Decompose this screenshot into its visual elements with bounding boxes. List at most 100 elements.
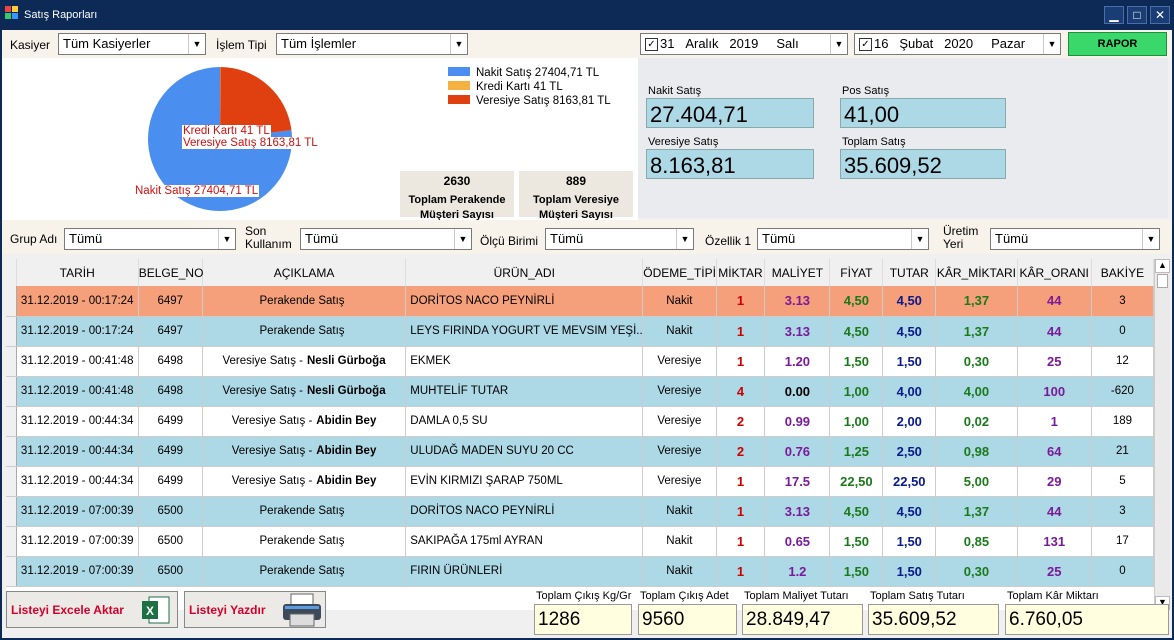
cell-mali-yet[interactable]: 17.5 [764,466,831,497]
excel-export-button[interactable]: Listeyi Excele Aktar X [6,591,178,628]
column-header[interactable]: ÜRÜN_ADI [405,259,644,286]
cell-tari-h[interactable]: 31.12.2019 - 07:00:39 [16,496,139,527]
table-row[interactable]: 31.12.2019 - 00:17:24 6497 Perakende Satış… [6,286,1154,317]
cell--r-n-adi[interactable]: EVİN KIRMIZI ŞARAP 750ML [405,466,644,497]
column-header[interactable]: AÇIKLAMA [202,259,407,286]
cell-belge-no[interactable]: 6499 [138,466,203,497]
row-header[interactable] [6,556,17,587]
cell-aciklama[interactable]: Perakende Satış [202,526,407,557]
cell-aciklama[interactable]: Veresiye Satış - Nesli Gürboğa [202,346,407,377]
row-header[interactable] [6,376,17,407]
cell-mali-yet[interactable]: 1.20 [764,346,831,377]
cell-belge-no[interactable]: 6498 [138,376,203,407]
row-header[interactable] [6,496,17,527]
cell-k-r-orani[interactable]: 44 [1017,496,1092,527]
cell-k-r-mi-ktari[interactable]: 0,98 [935,436,1018,467]
cell-tari-h[interactable]: 31.12.2019 - 00:17:24 [16,286,139,317]
cell-k-r-mi-ktari[interactable]: 1,37 [935,316,1018,347]
cell-tari-h[interactable]: 31.12.2019 - 07:00:39 [16,526,139,557]
cell--r-n-adi[interactable]: FIRIN ÜRÜNLERİ [405,556,644,587]
cell-fi-yat[interactable]: 1,00 [829,406,884,437]
cell-mali-yet[interactable]: 3.13 [764,316,831,347]
cell-mali-yet[interactable]: 0.65 [764,526,831,557]
cell--deme-ti-pi-[interactable]: Nakit [642,556,717,587]
row-header[interactable] [6,346,17,377]
cell--deme-ti-pi-[interactable]: Veresiye [642,376,717,407]
cell-tari-h[interactable]: 31.12.2019 - 00:44:34 [16,406,139,437]
cell-tutar[interactable]: 4,50 [882,496,937,527]
cell-fi-yat[interactable]: 1,00 [829,376,884,407]
cell-tutar[interactable]: 2,00 [882,406,937,437]
row-header[interactable] [6,526,17,557]
cell--deme-ti-pi-[interactable]: Nakit [642,496,717,527]
cell-fi-yat[interactable]: 1,50 [829,346,884,377]
cell-k-r-orani[interactable]: 44 [1017,286,1092,317]
olcu-select[interactable]: Tümü ▼ [545,228,694,250]
kasiyer-select[interactable]: Tüm Kasiyerler ▼ [58,33,206,55]
column-header[interactable]: BAKİYE [1091,259,1154,286]
son-kullanim-select[interactable]: Tümü ▼ [300,228,472,250]
cell--deme-ti-pi-[interactable]: Nakit [642,316,717,347]
table-scrollbar[interactable]: ▲ ▼ [1154,259,1170,610]
cell-mi-ktar[interactable]: 2 [716,436,766,467]
cell-k-r-orani[interactable]: 131 [1017,526,1092,557]
column-header[interactable]: ÖDEME_TİPİ [642,259,717,286]
cell--deme-ti-pi-[interactable]: Veresiye [642,466,717,497]
cell-belge-no[interactable]: 6497 [138,316,203,347]
cell-fi-yat[interactable]: 4,50 [829,316,884,347]
scroll-up-icon[interactable]: ▲ [1155,259,1170,273]
cell-baki-ye[interactable]: 17 [1091,526,1154,557]
cell-k-r-orani[interactable]: 1 [1017,406,1092,437]
cell--deme-ti-pi-[interactable]: Veresiye [642,436,717,467]
cell-aciklama[interactable]: Perakende Satış [202,496,407,527]
cell-k-r-mi-ktari[interactable]: 1,37 [935,286,1018,317]
cell-baki-ye[interactable]: 189 [1091,406,1154,437]
row-header[interactable] [6,316,17,347]
cell-k-r-orani[interactable]: 64 [1017,436,1092,467]
scroll-thumb[interactable] [1157,274,1168,288]
cell-tutar[interactable]: 1,50 [882,556,937,587]
cell--r-n-adi[interactable]: DORİTOS NACO PEYNİRLİ [405,286,644,317]
row-header[interactable] [6,466,17,497]
cell--r-n-adi[interactable]: DAMLA 0,5 SU [405,406,644,437]
cell-baki-ye[interactable]: 3 [1091,286,1154,317]
cell-belge-no[interactable]: 6500 [138,496,203,527]
cell-fi-yat[interactable]: 4,50 [829,286,884,317]
table-row[interactable]: 31.12.2019 - 00:17:24 6497 Perakende Satış… [6,316,1154,347]
cell-k-r-mi-ktari[interactable]: 0,30 [935,346,1018,377]
cell-mi-ktar[interactable]: 1 [716,496,766,527]
cell-belge-no[interactable]: 6499 [138,406,203,437]
cell--r-n-adi[interactable]: SAKIPAĞA 175ml AYRAN [405,526,644,557]
minimize-button[interactable]: ▁ [1104,6,1124,24]
cell-k-r-orani[interactable]: 29 [1017,466,1092,497]
cell-mali-yet[interactable]: 0.76 [764,436,831,467]
cell-baki-ye[interactable]: -620 [1091,376,1154,407]
close-button[interactable]: ✕ [1150,6,1170,24]
cell-aciklama[interactable]: Perakende Satış [202,556,407,587]
cell-belge-no[interactable]: 6499 [138,436,203,467]
cell-aciklama[interactable]: Perakende Satış [202,316,407,347]
column-header[interactable]: KÂR_ORANI [1017,259,1092,286]
cell-baki-ye[interactable]: 12 [1091,346,1154,377]
cell-mi-ktar[interactable]: 1 [716,556,766,587]
cell-mi-ktar[interactable]: 1 [716,316,766,347]
cell-mi-ktar[interactable]: 1 [716,526,766,557]
column-header[interactable]: FİYAT [829,259,884,286]
cell-tari-h[interactable]: 31.12.2019 - 00:41:48 [16,376,139,407]
cell-tutar[interactable]: 4,50 [882,316,937,347]
cell-tutar[interactable]: 2,50 [882,436,937,467]
cell-baki-ye[interactable]: 0 [1091,556,1154,587]
cell-k-r-mi-ktari[interactable]: 1,37 [935,496,1018,527]
column-header[interactable]: TARİH [16,259,139,286]
cell-k-r-mi-ktari[interactable]: 5,00 [935,466,1018,497]
column-header[interactable]: TUTAR [882,259,937,286]
column-header[interactable]: KÂR_MİKTARI [935,259,1018,286]
cell-mi-ktar[interactable]: 1 [716,286,766,317]
end-date-checkbox[interactable]: ✓ [859,38,872,52]
cell-mali-yet[interactable]: 0.99 [764,406,831,437]
cell-tari-h[interactable]: 31.12.2019 - 07:00:39 [16,556,139,587]
maximize-button[interactable]: □ [1127,6,1147,24]
cell-tutar[interactable]: 4,50 [882,286,937,317]
start-date-checkbox[interactable]: ✓ [645,38,658,52]
cell--r-n-adi[interactable]: DORİTOS NACO PEYNİRLİ [405,496,644,527]
